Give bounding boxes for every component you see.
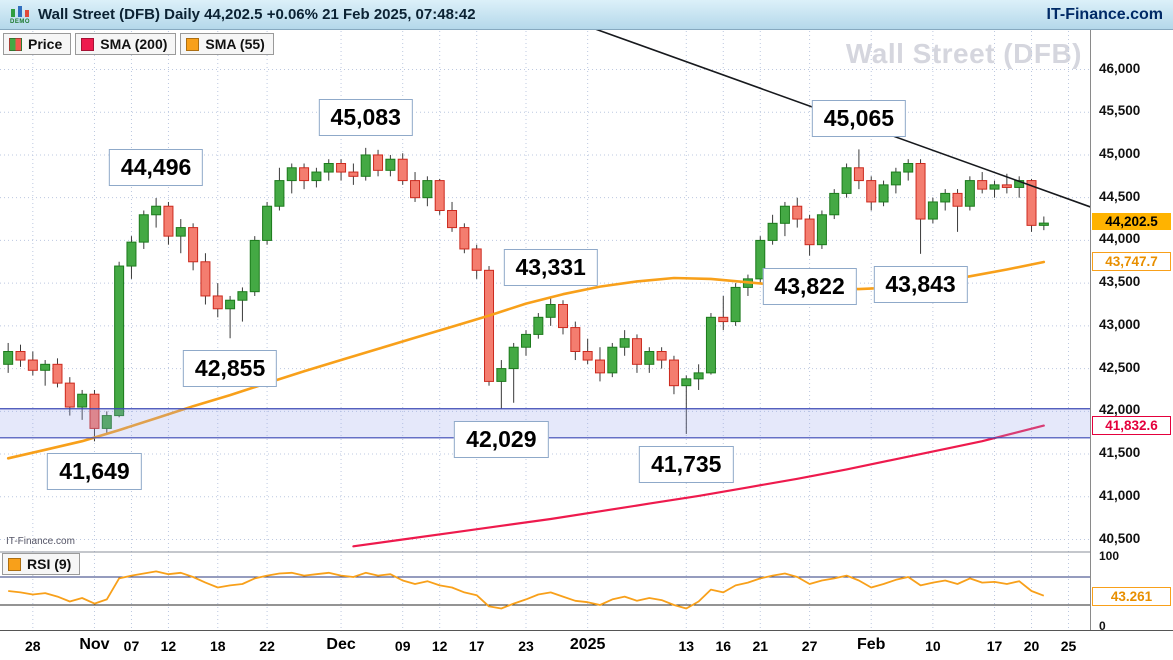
- time-axis-tick: Dec: [326, 636, 356, 653]
- time-axis-tick: 23: [518, 638, 534, 654]
- demo-badge: DEMO: [10, 18, 30, 25]
- rsi-axis-top: 100: [1099, 549, 1120, 563]
- sma55-swatch-icon: [186, 37, 200, 51]
- swing-price-label: 44,496: [108, 149, 204, 187]
- price-axis-tick: 43,000: [1099, 316, 1141, 332]
- time-axis-tick: 09: [394, 638, 411, 654]
- chart-watermark: Wall Street (DFB): [845, 38, 1082, 69]
- time-axis[interactable]: 28 Nov 07 12 18 22 Dec 09 12 17 23 2025 13 16 21 27 Feb 1…: [0, 630, 1173, 660]
- chart-footer-brand: IT-Finance.com: [6, 536, 75, 547]
- time-axis-tick: 27: [801, 638, 818, 654]
- chart-title: Wall Street (DFB) Daily 44,202.5 +0.06% …: [38, 6, 476, 23]
- swing-price-label: 41,649: [47, 453, 142, 491]
- legend-sma200[interactable]: SMA (200): [75, 33, 177, 55]
- price-axis-tick: 40,500: [1099, 530, 1141, 546]
- time-axis-tick: 2025: [569, 636, 606, 653]
- time-axis-tick: Nov: [79, 636, 110, 653]
- swing-price-label: 42,855: [182, 350, 278, 388]
- price-axis-tick: 45,500: [1099, 103, 1141, 119]
- time-axis-tick: 10: [925, 638, 941, 654]
- title-bar: DEMO Wall Street (DFB) Daily 44,202.5 +0…: [0, 0, 1173, 30]
- time-axis-tick: 07: [123, 638, 140, 654]
- time-axis-tick: 21: [752, 638, 769, 654]
- time-axis-tick: 13: [678, 638, 695, 654]
- legend-rsi[interactable]: RSI (9): [2, 553, 81, 575]
- price-swatch-icon: [9, 37, 22, 51]
- legend-sma55-label: SMA (55): [205, 36, 265, 52]
- swing-price-label: 45,065: [811, 100, 907, 138]
- rsi-swatch-icon: [8, 557, 21, 571]
- sma55-value-tag: 43,747.7: [1092, 251, 1171, 271]
- sma200-swatch-icon: [81, 37, 95, 51]
- time-axis-tick: Feb: [856, 636, 886, 653]
- time-axis-tick: 28: [25, 638, 41, 654]
- rsi-axis-bottom: 0: [1099, 619, 1106, 633]
- time-axis-tick: 17: [986, 638, 1003, 654]
- price-axis-tick: 42,500: [1099, 359, 1141, 375]
- time-axis-tick: 22: [259, 638, 275, 654]
- price-axis[interactable]: 46,000 45,500 45,000 44,500 44,000 43,500 43,0…: [1090, 30, 1173, 633]
- price-axis-tick: 45,000: [1099, 145, 1141, 161]
- time-axis-tick: 16: [715, 638, 732, 654]
- swing-price-label: 43,331: [503, 248, 598, 286]
- brand-label: IT-Finance.com: [1046, 5, 1163, 23]
- sma200-value-tag: 41,832.6: [1092, 415, 1171, 435]
- rsi-value-tag: 43.261: [1092, 586, 1171, 606]
- price-axis-tick: 41,500: [1099, 445, 1141, 461]
- indicator-legend: Price SMA (200) SMA (55): [3, 33, 274, 55]
- legend-price-label: Price: [28, 36, 63, 52]
- swing-price-label: 42,029: [454, 420, 549, 458]
- swing-price-label: 43,843: [873, 265, 968, 303]
- time-axis-tick: 20: [1023, 638, 1040, 654]
- legend-sma55[interactable]: SMA (55): [180, 33, 274, 55]
- legend-sma200-label: SMA (200): [100, 36, 168, 52]
- time-axis-tick: 17: [468, 638, 485, 654]
- price-axis-tick: 44,500: [1099, 188, 1141, 204]
- swing-price-label: 41,735: [639, 445, 734, 483]
- app-logo-icon: DEMO: [10, 5, 30, 25]
- time-axis-tick: 25: [1060, 638, 1077, 654]
- price-axis-tick: 41,000: [1099, 487, 1141, 503]
- time-axis-tick: 12: [160, 638, 177, 654]
- price-axis-tick: 43,500: [1099, 274, 1141, 290]
- price-axis-tick: 44,000: [1099, 231, 1141, 247]
- price-axis-tick: 42,000: [1099, 402, 1141, 418]
- swing-price-label: 43,822: [762, 267, 857, 305]
- swing-price-label: 45,083: [318, 98, 413, 136]
- price-axis-tick: 46,000: [1099, 60, 1141, 76]
- time-axis-tick: 18: [209, 638, 226, 654]
- mini-chart-icon: [11, 5, 29, 17]
- legend-rsi-label: RSI (9): [27, 556, 72, 572]
- time-axis-tick: 12: [431, 638, 448, 654]
- last-price-tag: 44,202.5: [1092, 213, 1171, 231]
- legend-price[interactable]: Price: [3, 33, 72, 55]
